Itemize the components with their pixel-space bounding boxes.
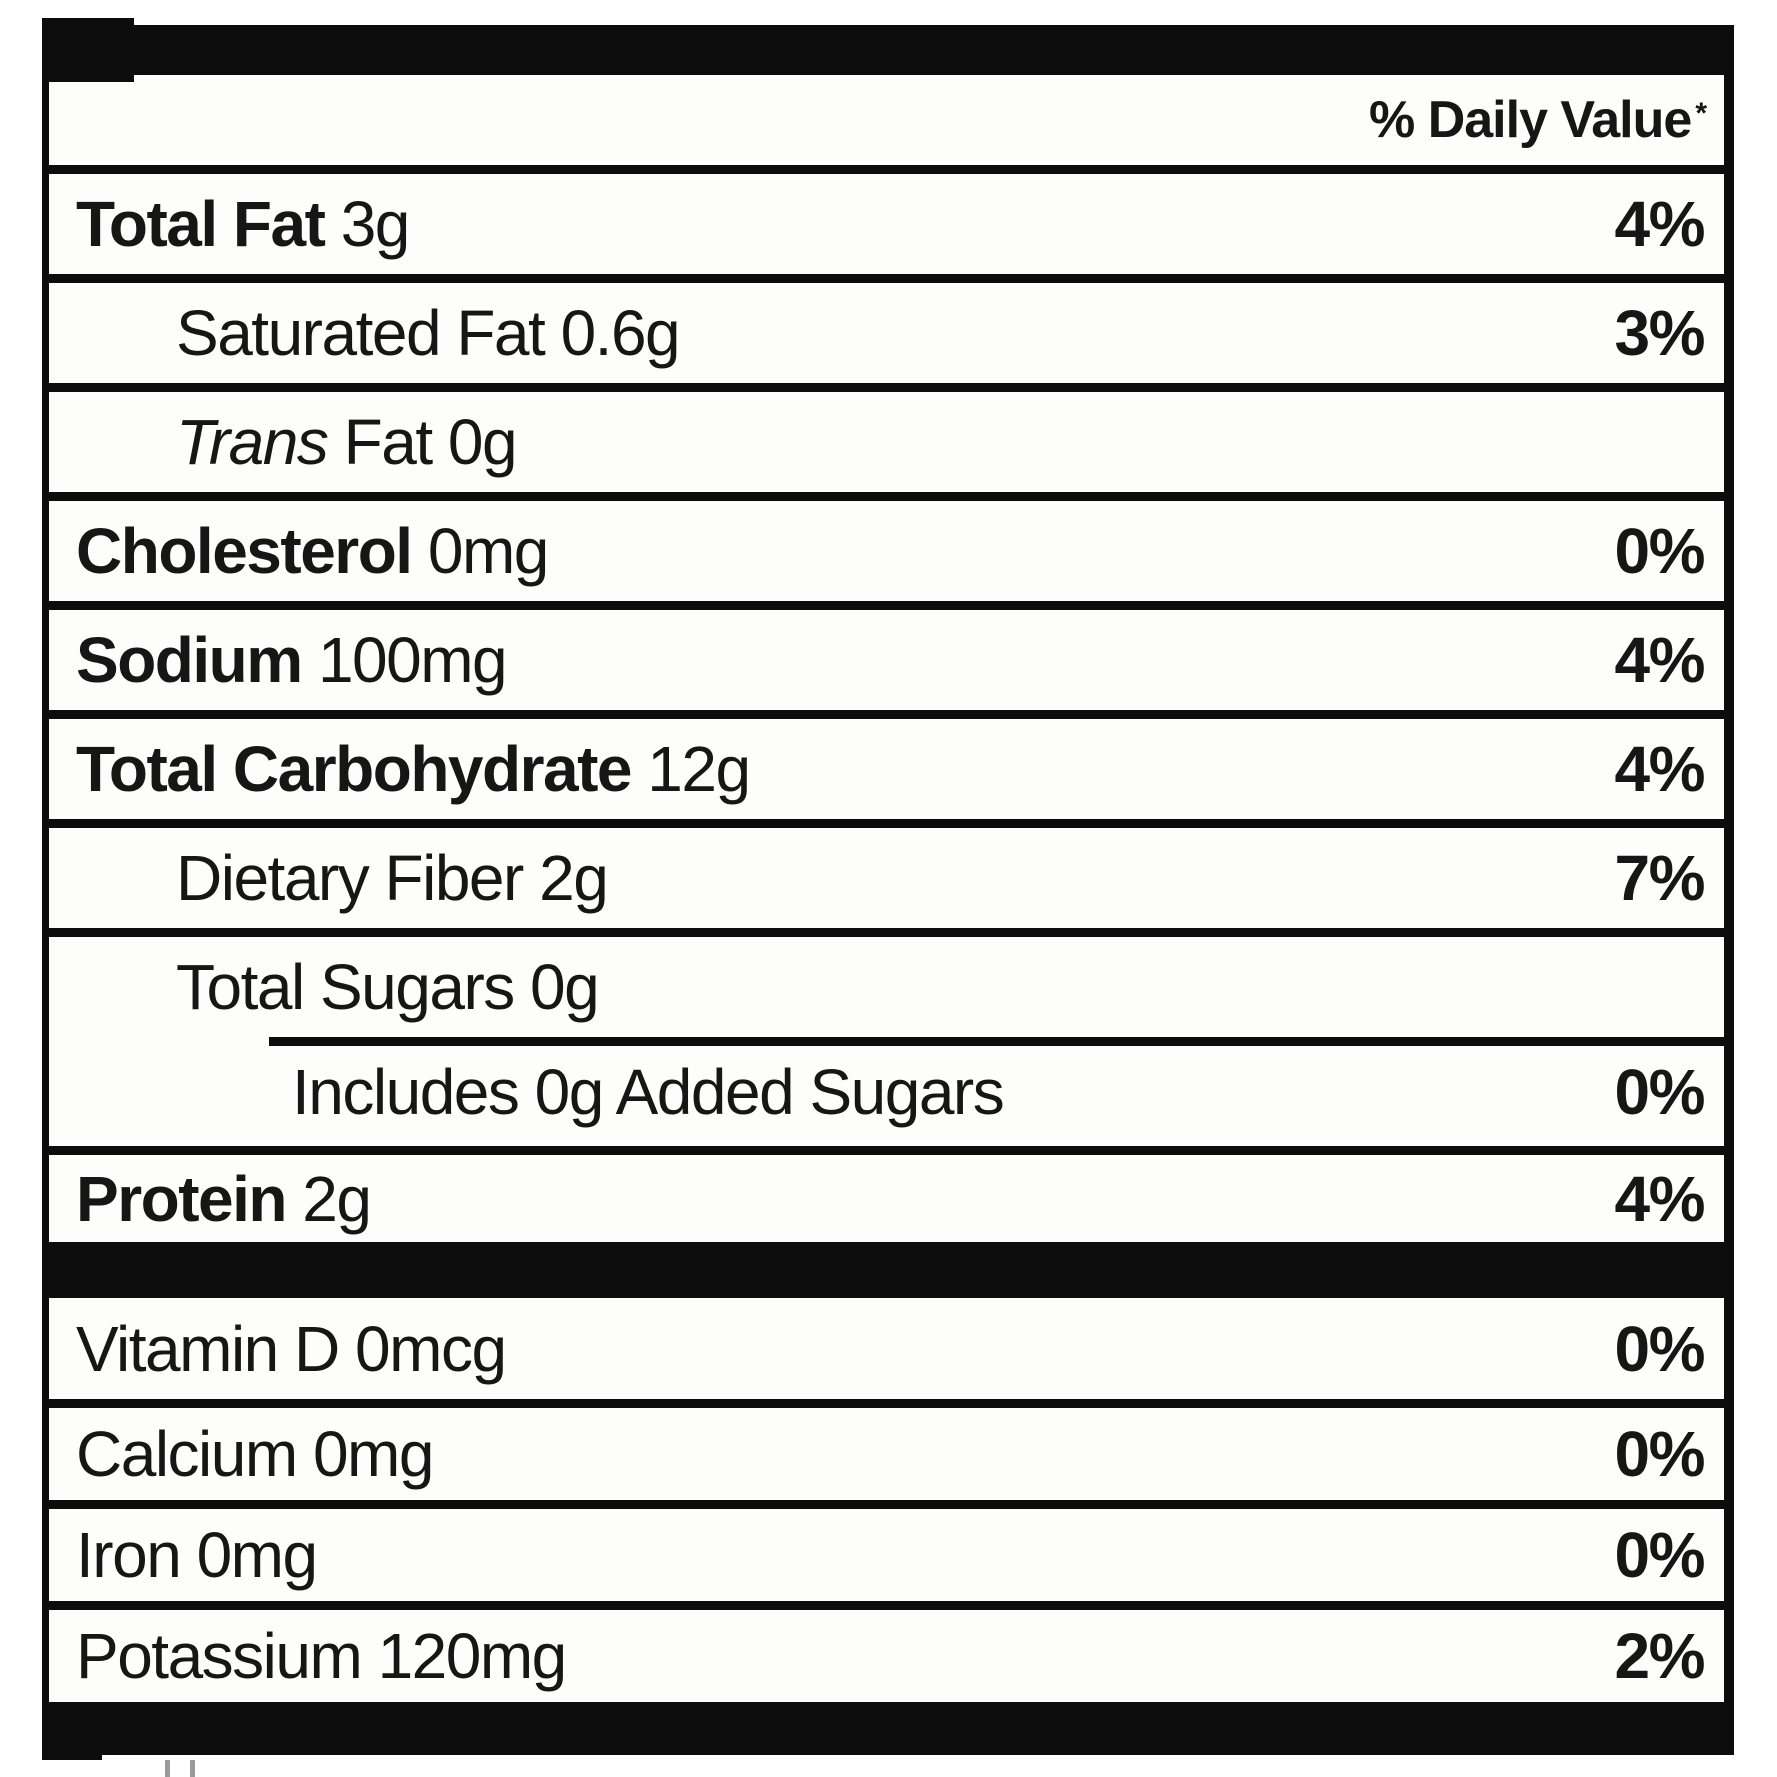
daily-value-percent: 0% bbox=[1614, 1055, 1706, 1128]
nutrient-name-amount: Iron 0mg bbox=[76, 1518, 319, 1592]
nutrient-amount: 0mg bbox=[296, 1418, 435, 1490]
nutrient-row: Calcium 0mg 0% bbox=[49, 1399, 1724, 1500]
thick-divider-top bbox=[42, 18, 1724, 82]
daily-value-percent: 4% bbox=[1614, 188, 1706, 260]
nutrient-amount: 100mg bbox=[301, 624, 508, 696]
macronutrient-rows: Total Fat 3g 4% Saturated Fat 0.6g 3% Trans … bbox=[49, 165, 1724, 1242]
nutrient-name-amount: Saturated Fat 0.6g bbox=[176, 296, 681, 370]
nutrient-row: Protein 2g 4% bbox=[49, 1146, 1724, 1242]
nutrient-name-amount: Includes 0g Added Sugars bbox=[292, 1055, 1005, 1129]
nutrient-name-amount: Sodium 100mg bbox=[76, 623, 508, 697]
nutrient-row: Potassium 120mg 2% bbox=[49, 1601, 1724, 1702]
nutrient-name-amount: Calcium 0mg bbox=[76, 1417, 435, 1491]
daily-value-header-row: % Daily Value * bbox=[49, 75, 1724, 165]
nutrient-name-amount: Potassium 120mg bbox=[76, 1619, 568, 1693]
daily-value-percent: 4% bbox=[1614, 1162, 1706, 1235]
nutrient-amount: 3g bbox=[324, 188, 411, 260]
nutrient-row: Total Carbohydrate 12g 4% bbox=[49, 710, 1724, 819]
nutrient-amount: 12g bbox=[631, 733, 751, 805]
nutrient-name-amount: Total Sugars 0g bbox=[176, 950, 600, 1024]
thick-divider-bottom bbox=[42, 1702, 1724, 1760]
nutrient-name: Iron bbox=[76, 1519, 182, 1591]
daily-value-percent: 7% bbox=[1614, 842, 1706, 914]
nutrient-name: Potassium bbox=[76, 1620, 363, 1692]
nutrient-name-amount: Vitamin D 0mcg bbox=[76, 1312, 507, 1386]
nutrient-amount: 2g bbox=[285, 1162, 372, 1235]
nutrient-name-amount: Protein 2g bbox=[76, 1162, 372, 1236]
nutrient-row: Dietary Fiber 2g 7% bbox=[49, 819, 1724, 928]
nutrient-amount: 0mg bbox=[411, 515, 550, 587]
nutrient-amount: 0mcg bbox=[338, 1312, 507, 1385]
daily-value-percent: 0% bbox=[1614, 1519, 1706, 1591]
nutrient-amount: 0g bbox=[431, 406, 518, 478]
crop-artifact-marks bbox=[165, 1760, 195, 1777]
nutrient-name: Vitamin D bbox=[76, 1312, 340, 1385]
daily-value-percent: 0% bbox=[1614, 1418, 1706, 1490]
nutrient-row: Total Sugars 0g bbox=[49, 928, 1724, 1037]
nutrient-row: Iron 0mg 0% bbox=[49, 1500, 1724, 1601]
thick-divider-middle bbox=[49, 1242, 1724, 1298]
nutrient-amount: 120mg bbox=[361, 1620, 568, 1692]
nutrient-name-amount: Trans Fat 0g bbox=[176, 405, 518, 479]
nutrient-name: Calcium bbox=[76, 1418, 298, 1490]
nutrient-name: Total Carbohydrate bbox=[76, 733, 633, 805]
nutrient-name: Total Fat bbox=[76, 188, 326, 260]
nutrient-row: Vitamin D 0mcg 0% bbox=[49, 1298, 1724, 1399]
nutrient-row: Saturated Fat 0.6g 3% bbox=[49, 274, 1724, 383]
nutrient-name: Saturated Fat bbox=[176, 297, 546, 369]
daily-value-percent: 4% bbox=[1614, 733, 1706, 805]
nutrient-row: Includes 0g Added Sugars 0% bbox=[49, 1037, 1724, 1146]
daily-value-percent: 0% bbox=[1614, 515, 1706, 587]
nutrient-name: Dietary Fiber bbox=[176, 842, 524, 914]
nutrient-amount: 0.6g bbox=[544, 297, 681, 369]
nutrient-name-amount: Total Carbohydrate 12g bbox=[76, 732, 751, 806]
daily-value-percent: 3% bbox=[1614, 297, 1706, 369]
nutrient-name-italic: Trans bbox=[176, 406, 344, 478]
nutrient-name: Sodium bbox=[76, 624, 303, 696]
nutrient-row: Cholesterol 0mg 0% bbox=[49, 492, 1724, 601]
nutrient-name: Cholesterol bbox=[76, 515, 413, 587]
crop-artifact-blob bbox=[42, 18, 134, 82]
nutrient-name-amount: Cholesterol 0mg bbox=[76, 514, 550, 588]
daily-value-header: % Daily Value bbox=[1369, 91, 1692, 149]
nutrient-row: Trans Fat 0g bbox=[49, 383, 1724, 492]
daily-value-percent: 2% bbox=[1614, 1620, 1706, 1692]
micronutrient-rows: Vitamin D 0mcg 0% Calcium 0mg 0% Iron 0mg 0% P… bbox=[49, 1298, 1724, 1702]
nutrient-name-amount: Dietary Fiber 2g bbox=[176, 841, 609, 915]
crop-artifact-tick bbox=[165, 1760, 170, 1777]
nutrient-row: Total Fat 3g 4% bbox=[49, 165, 1724, 274]
nutrient-name: Total Sugars bbox=[176, 951, 515, 1023]
nutrient-amount: 0mg bbox=[180, 1519, 319, 1591]
daily-value-percent: 4% bbox=[1614, 624, 1706, 696]
nutrient-row: Sodium 100mg 4% bbox=[49, 601, 1724, 710]
nutrient-name: Protein bbox=[76, 1162, 287, 1235]
crop-artifact-tick bbox=[190, 1760, 195, 1777]
nutrition-facts-label: % Daily Value * Total Fat 3g 4% Saturated F… bbox=[42, 18, 1734, 1760]
nutrient-name: Fat bbox=[343, 406, 433, 478]
footnote-marker: * bbox=[1695, 97, 1707, 130]
nutrient-amount: 2g bbox=[522, 842, 609, 914]
daily-value-percent: 0% bbox=[1614, 1312, 1706, 1385]
crop-artifact-corner bbox=[42, 1702, 102, 1760]
nutrient-amount: 0g bbox=[513, 951, 600, 1023]
nutrient-name-amount: Total Fat 3g bbox=[76, 187, 411, 261]
nutrient-name: Includes 0g Added Sugars bbox=[292, 1055, 1005, 1128]
